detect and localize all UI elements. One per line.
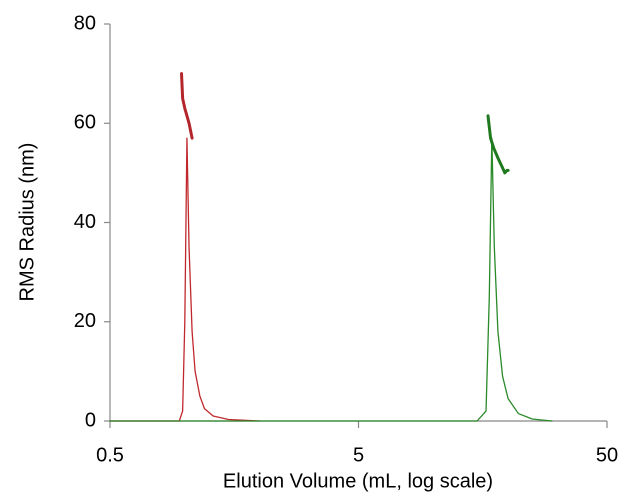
x-tick-label: 50: [596, 444, 618, 466]
x-axis-label: Elution Volume (mL, log scale): [223, 470, 493, 492]
x-tick-label: 5: [353, 444, 364, 466]
series-line: [109, 137, 261, 422]
y-tick-label: 80: [74, 12, 96, 34]
y-tick-label: 20: [74, 310, 96, 332]
y-tick-label: 60: [74, 112, 96, 134]
y-axis-label: RMS Radius (nm): [16, 143, 38, 302]
series-line: [109, 137, 553, 422]
y-tick-label: 0: [85, 409, 96, 431]
y-tick-label: 40: [74, 211, 96, 233]
series-line: [486, 114, 510, 175]
series-line: [180, 72, 194, 140]
x-tick-label: 0.5: [96, 444, 124, 466]
